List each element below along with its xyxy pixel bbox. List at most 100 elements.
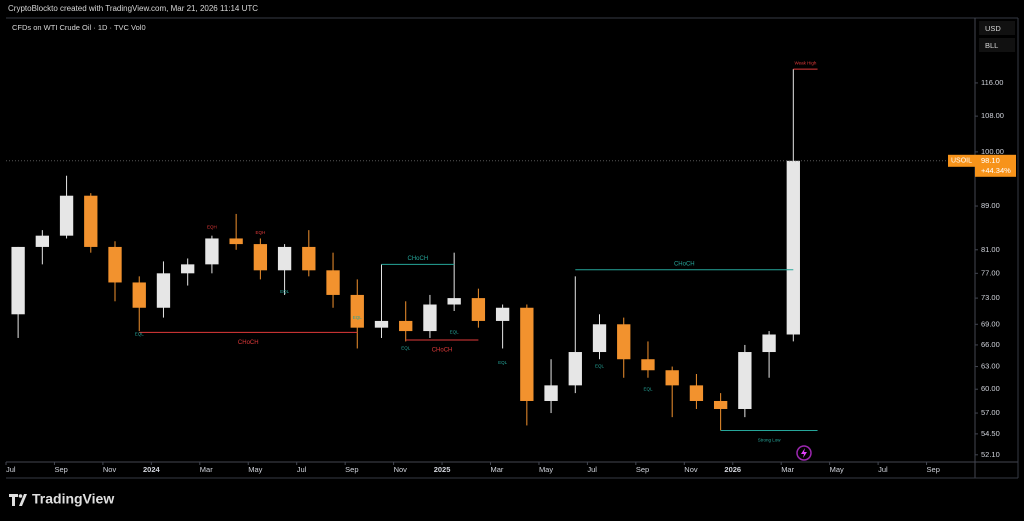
x-tick-label: Sep (636, 465, 649, 474)
swing-label: EQL (450, 330, 460, 335)
y-tick-label: 73.00 (981, 293, 1000, 302)
symbol-badge (948, 154, 975, 167)
y-tick-label: 69.00 (981, 319, 1000, 328)
swing-label: EQL (643, 386, 653, 391)
candle-body (229, 238, 243, 245)
candle-body (11, 246, 25, 315)
candle-body (108, 246, 122, 283)
candle-body (713, 400, 728, 409)
x-tick-label: Mar (200, 465, 213, 474)
swing-label: EQL (135, 332, 145, 337)
x-tick-label: Jul (878, 465, 888, 474)
candle-body (205, 238, 219, 265)
candle-body (253, 244, 268, 271)
y-tick-label: 116.00 (981, 78, 1003, 87)
y-tick-label: 108.00 (981, 111, 1004, 120)
structure-label: Weak High (794, 60, 816, 65)
candle-body (665, 370, 679, 386)
x-tick-label: Jul (6, 465, 16, 474)
candle-body (568, 352, 582, 386)
candle-body (520, 307, 534, 401)
swing-label: EQL (401, 346, 411, 351)
x-tick-label: Nov (103, 465, 117, 474)
y-tick-label: 89.00 (981, 201, 1000, 210)
y-tick-label: 100.00 (981, 147, 1004, 156)
x-tick-label: Jul (587, 465, 597, 474)
x-tick-label: Sep (345, 465, 358, 474)
candle-body (592, 324, 607, 353)
footer-logo[interactable]: TradingView (9, 491, 114, 507)
candle-body (132, 282, 146, 308)
unit-button[interactable] (979, 38, 1015, 52)
y-tick-label: 63.00 (981, 362, 1000, 371)
y-tick-label: 52.10 (981, 450, 1000, 459)
candle-body (738, 352, 752, 409)
candle-body (617, 324, 631, 360)
event-icon[interactable] (796, 445, 812, 461)
x-tick-label: Sep (927, 465, 940, 474)
swing-label: EQL (595, 364, 605, 369)
x-tick-label: 2025 (434, 465, 451, 474)
change-label: +44.34% (981, 166, 1011, 175)
symbol-label: USOIL (951, 158, 972, 165)
x-tick-label: May (830, 465, 844, 474)
candle-body (59, 195, 74, 236)
candle-body (350, 294, 364, 328)
candle-body (374, 320, 389, 328)
y-tick-label: 54.50 (981, 429, 1000, 438)
structure-label: CHoCH (674, 261, 695, 267)
y-tick-label: 66.00 (981, 340, 1000, 349)
y-tick-label: 57.00 (981, 408, 1000, 417)
swing-label: EQL (280, 289, 290, 294)
candle-body (277, 246, 292, 271)
candle-body (471, 298, 486, 321)
candle-body (495, 307, 510, 321)
x-tick-label: 2026 (724, 465, 741, 474)
candle-body (544, 385, 558, 401)
x-tick-label: Nov (394, 465, 408, 474)
x-tick-label: Nov (684, 465, 698, 474)
chart-title: CFDs on WTI Crude Oil · 1D · TVC Vol0 (12, 23, 146, 32)
swing-label: EQL (498, 360, 508, 365)
candle-body (156, 273, 171, 308)
structure-label: CHoCH (432, 348, 453, 354)
x-tick-label: Sep (54, 465, 67, 474)
structure-label: Strong Low (758, 438, 782, 443)
swing-label: EQH (255, 230, 265, 235)
header-text: CryptoBlockto created with TradingView.c… (8, 4, 258, 13)
swing-label: EQL (353, 315, 363, 320)
currency-label: USD (985, 24, 1001, 33)
x-tick-label: May (539, 465, 553, 474)
x-tick-label: Mar (781, 465, 794, 474)
footer-logo-text: TradingView (32, 491, 114, 507)
y-tick-label: 60.00 (981, 384, 1000, 393)
candle-body (762, 334, 776, 353)
candle-body (35, 235, 49, 247)
currency-button[interactable] (979, 21, 1015, 35)
x-tick-label: 2024 (143, 465, 161, 474)
price-badge (975, 154, 1016, 177)
structure-label: CHoCH (238, 340, 259, 346)
candle-body (399, 320, 413, 332)
last-price-label: 98.10 (981, 156, 1000, 165)
swing-label: EQH (207, 225, 217, 230)
y-tick-label: 81.00 (981, 245, 1000, 254)
y-tick-label: 77.00 (981, 268, 1000, 277)
x-tick-label: Mar (491, 465, 504, 474)
candle-body (447, 298, 461, 305)
candle-body (181, 264, 195, 274)
candle-body (641, 359, 655, 371)
structure-label: CHoCH (407, 256, 428, 262)
x-tick-label: Jul (297, 465, 307, 474)
candle-body (84, 195, 98, 247)
candle-body (786, 160, 800, 335)
candle-body (326, 270, 340, 295)
x-tick-label: May (248, 465, 262, 474)
candle-body (423, 304, 437, 332)
candle-body (689, 385, 704, 401)
candle-body (302, 246, 316, 271)
unit-label: BLL (985, 41, 998, 50)
